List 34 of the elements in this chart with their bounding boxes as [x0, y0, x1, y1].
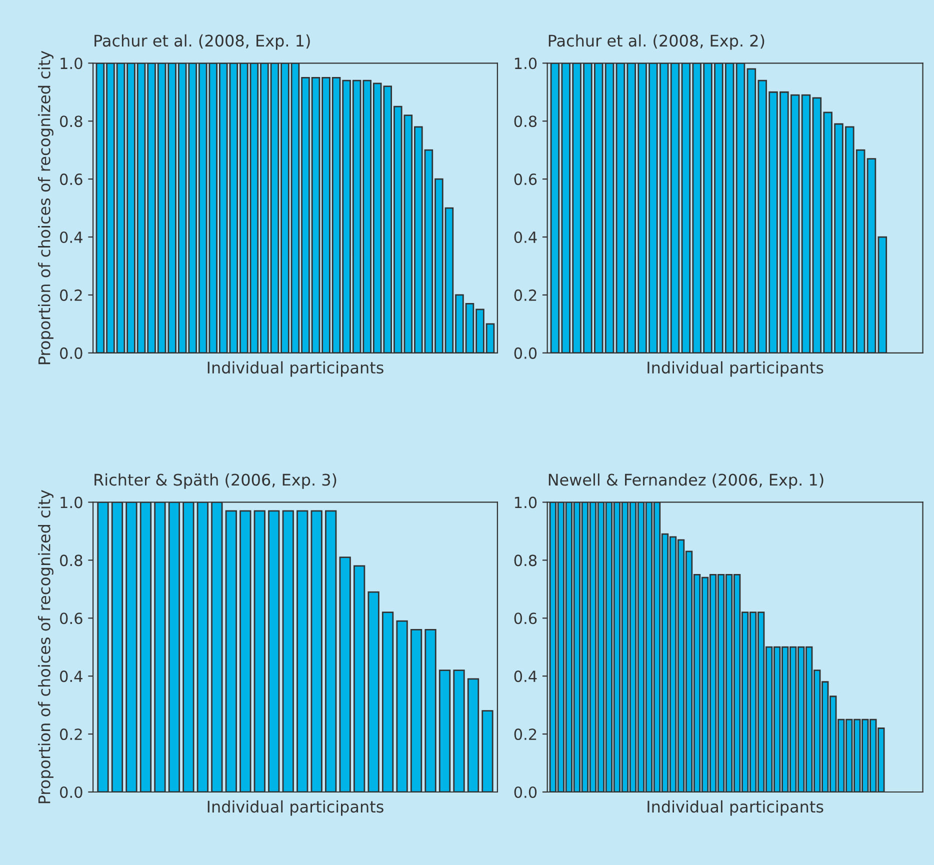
y-tick-label: 0.4 — [514, 231, 537, 244]
chart-title: Richter & Späth (2006, Exp. 3) — [94, 473, 336, 489]
x-axis-title: Individual participants — [648, 800, 824, 816]
chart-title: Pachur et al. (2008, Exp. 1) — [94, 34, 310, 50]
y-axis-title: Proportion of choices of recognized city — [38, 490, 54, 804]
x-axis-title: Individual participants — [208, 800, 384, 816]
x-axis-title: Individual participants — [208, 361, 384, 377]
y-tick-label: 1.0 — [60, 58, 82, 70]
y-tick-label: 0.6 — [514, 612, 537, 624]
y-tick-label: 0.4 — [514, 670, 537, 682]
y-tick-label: 0.2 — [60, 728, 82, 740]
y-tick-label: 0.8 — [514, 116, 537, 128]
x-axis-title: Individual participants — [648, 361, 824, 377]
y-axis-title: Proportion of choices of recognized city — [38, 50, 54, 364]
y-tick-label: 0.4 — [60, 231, 82, 244]
y-tick-label: 0.0 — [60, 786, 82, 798]
y-tick-label: 0.8 — [514, 554, 537, 566]
y-tick-label: 0.6 — [514, 174, 537, 186]
y-tick-label: 0.0 — [514, 347, 537, 359]
y-tick-label: 0.8 — [60, 554, 82, 566]
chart-title: Newell & Fernandez (2006, Exp. 1) — [548, 473, 824, 489]
y-tick-label: 0.0 — [60, 347, 82, 359]
y-tick-label: 1.0 — [60, 496, 82, 508]
y-tick-label: 0.6 — [60, 174, 82, 186]
y-tick-label: 1.0 — [514, 58, 537, 70]
y-tick-label: 0.8 — [60, 116, 82, 128]
y-tick-label: 0.2 — [514, 289, 536, 301]
y-tick-label: 0.4 — [60, 670, 82, 682]
chart-title: Pachur et al. (2008, Exp. 2) — [548, 34, 764, 50]
y-tick-label: 0.0 — [514, 786, 537, 798]
y-tick-label: 0.2 — [60, 289, 82, 301]
y-tick-label: 0.2 — [514, 728, 536, 740]
y-tick-label: 1.0 — [514, 496, 537, 508]
y-tick-label: 0.6 — [60, 612, 82, 624]
